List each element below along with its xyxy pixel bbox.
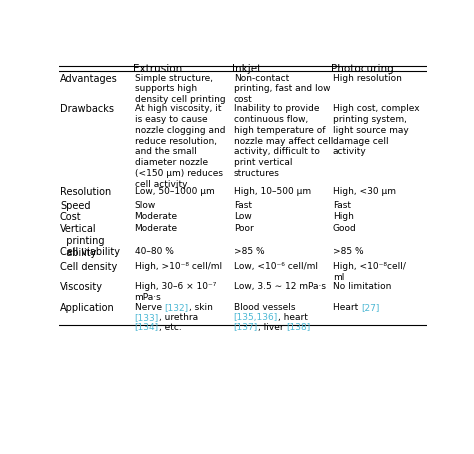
Text: Inability to provide
continuous flow,
high temperature of
nozzle may affect cell: Inability to provide continuous flow, hi… bbox=[234, 104, 333, 178]
Text: Speed: Speed bbox=[60, 201, 91, 211]
Text: Resolution: Resolution bbox=[60, 188, 111, 197]
Text: Low, 50–1000 μm: Low, 50–1000 μm bbox=[135, 188, 214, 196]
Text: Photocuring: Photocuring bbox=[331, 64, 394, 74]
Text: , liver: , liver bbox=[258, 323, 286, 331]
Text: Moderate: Moderate bbox=[135, 224, 178, 233]
Text: High cost, complex
printing system,
light source may
damage cell
activity: High cost, complex printing system, ligh… bbox=[333, 104, 419, 157]
Text: Extrusion: Extrusion bbox=[133, 64, 182, 74]
Text: Nerve: Nerve bbox=[135, 303, 164, 312]
Text: Blood vessels: Blood vessels bbox=[234, 303, 295, 312]
Text: , skin: , skin bbox=[189, 303, 212, 312]
Text: High, 10–500 μm: High, 10–500 μm bbox=[234, 188, 311, 196]
Text: High: High bbox=[333, 212, 354, 221]
Text: Cell viability: Cell viability bbox=[60, 247, 120, 257]
Text: [134]: [134] bbox=[135, 323, 159, 331]
Text: High, 30–6 × 10⁻⁷
mPa·s: High, 30–6 × 10⁻⁷ mPa·s bbox=[135, 282, 216, 302]
Text: High, >10⁻⁸ cell/ml: High, >10⁻⁸ cell/ml bbox=[135, 262, 222, 271]
Text: Non-contact
printing, fast and low
cost: Non-contact printing, fast and low cost bbox=[234, 74, 330, 104]
Text: Advantages: Advantages bbox=[60, 74, 118, 84]
Text: [137]: [137] bbox=[234, 323, 258, 331]
Text: Moderate: Moderate bbox=[135, 212, 178, 221]
Text: Cell density: Cell density bbox=[60, 262, 117, 272]
Text: , urethra: , urethra bbox=[159, 313, 198, 321]
Text: , etc.: , etc. bbox=[159, 323, 182, 331]
Text: [132]: [132] bbox=[164, 303, 189, 312]
Text: Low, <10⁻⁶ cell/ml: Low, <10⁻⁶ cell/ml bbox=[234, 262, 318, 271]
Text: Low, 3.5 ∼ 12 mPa·s: Low, 3.5 ∼ 12 mPa·s bbox=[234, 282, 326, 291]
Text: 40–80 %: 40–80 % bbox=[135, 247, 173, 257]
Text: , heart: , heart bbox=[278, 313, 308, 321]
Text: Heart: Heart bbox=[333, 303, 361, 312]
Text: High, <10⁻⁸cell/
ml: High, <10⁻⁸cell/ ml bbox=[333, 262, 406, 282]
Text: >85 %: >85 % bbox=[333, 247, 364, 257]
Text: Cost: Cost bbox=[60, 212, 82, 222]
Text: No limitation: No limitation bbox=[333, 282, 392, 291]
Text: Simple structure,
supports high
density cell printing: Simple structure, supports high density … bbox=[135, 74, 225, 104]
Text: High resolution: High resolution bbox=[333, 74, 402, 83]
Text: [27]: [27] bbox=[361, 303, 379, 312]
Text: Good: Good bbox=[333, 224, 356, 233]
Text: Slow: Slow bbox=[135, 201, 156, 210]
Text: Vertical
  printing
  ability: Vertical printing ability bbox=[60, 224, 104, 258]
Text: Inkjet: Inkjet bbox=[232, 64, 261, 74]
Text: Fast: Fast bbox=[333, 201, 351, 210]
Text: At high viscosity, it
is easy to cause
nozzle clogging and
reduce resolution,
an: At high viscosity, it is easy to cause n… bbox=[135, 104, 225, 189]
Text: Poor: Poor bbox=[234, 224, 254, 233]
Text: >85 %: >85 % bbox=[234, 247, 264, 257]
Text: Drawbacks: Drawbacks bbox=[60, 104, 114, 114]
Text: High, <30 μm: High, <30 μm bbox=[333, 188, 396, 196]
Text: [133]: [133] bbox=[135, 313, 159, 321]
Text: [135,136]: [135,136] bbox=[234, 313, 278, 321]
Text: [138]: [138] bbox=[286, 323, 311, 331]
Text: Application: Application bbox=[60, 303, 115, 313]
Text: Low: Low bbox=[234, 212, 252, 221]
Text: Fast: Fast bbox=[234, 201, 252, 210]
Text: Viscosity: Viscosity bbox=[60, 282, 103, 292]
